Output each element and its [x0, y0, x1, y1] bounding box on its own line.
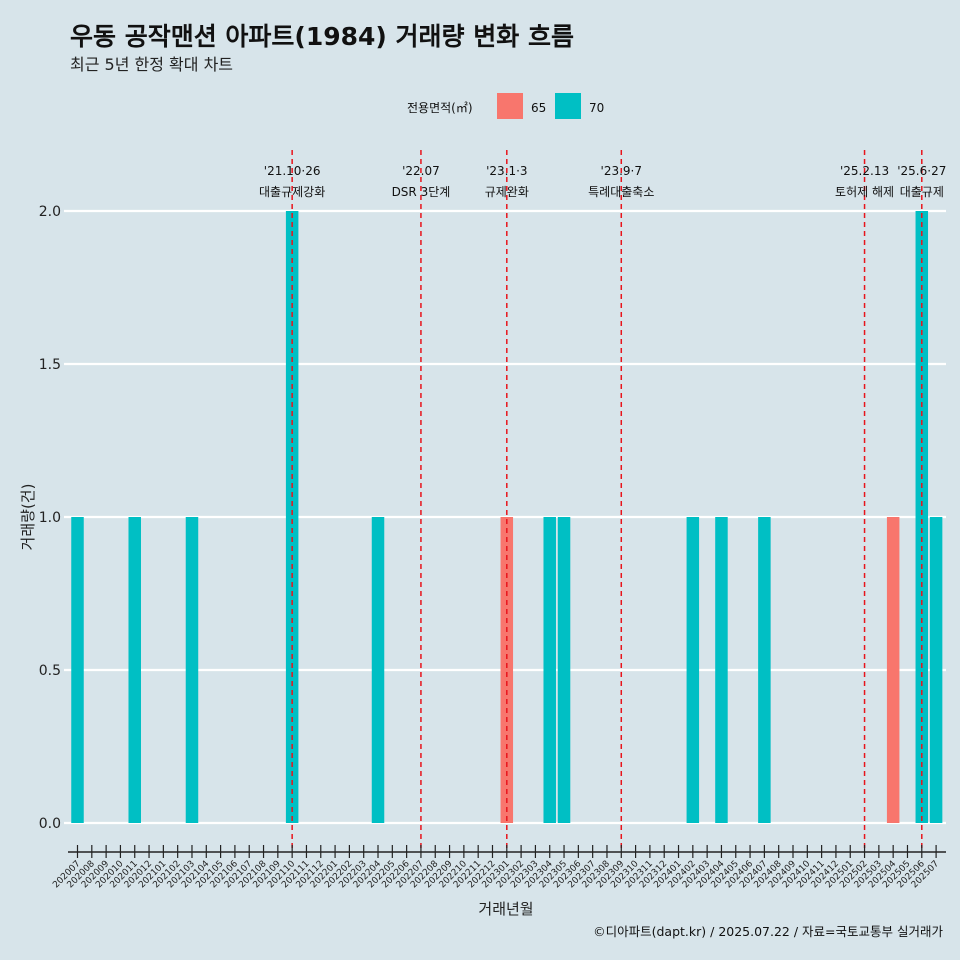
- bar-202103-70: [185, 517, 199, 823]
- y-tick-label: 0.5: [39, 663, 61, 679]
- bar-202011-70: [128, 517, 141, 823]
- x-axis-title: 거래년월: [478, 900, 533, 918]
- chart-title: 우동 공작맨션 아파트(1984) 거래량 변화 흐름: [70, 22, 574, 51]
- annotation-date: '21.10·26: [264, 164, 321, 178]
- legend-swatch-65: [497, 93, 523, 119]
- bar-202506-70: [915, 211, 929, 823]
- chart-subtitle: 최근 5년 한정 확대 차트: [70, 55, 233, 74]
- legend-title: 전용면적(㎡): [407, 101, 473, 115]
- y-tick-label: 1.0: [39, 510, 61, 526]
- bar-202301-65: [500, 517, 514, 823]
- annotation-label: 규제완화: [485, 185, 529, 199]
- bar-202407-70: [758, 517, 771, 823]
- policy-annotations: '21.10·26 대출규제강화 '22.07 DSR 3단계 '23.1·3 규제완화 '…: [259, 164, 946, 199]
- bars: [71, 211, 943, 823]
- annotation-date: '23.9·7: [601, 164, 642, 178]
- legend-label-65: 65: [531, 101, 546, 115]
- annotation-label: 대출규제강화: [259, 185, 325, 199]
- x-axis: 2020072020082020092020102020112020122021…: [51, 845, 946, 890]
- y-tick-label: 2.0: [39, 204, 61, 220]
- bar-202504-65: [886, 517, 900, 823]
- bar-202402-70: [686, 517, 700, 823]
- annotation-date: '23.1·3: [486, 164, 527, 178]
- y-axis-title: 거래량(건): [19, 484, 37, 551]
- annotation-label: 대출규제: [900, 185, 944, 199]
- y-tick-label: 0.0: [39, 816, 61, 832]
- bar-202204-70: [371, 517, 385, 823]
- policy-lines: [291, 150, 923, 852]
- caption: ©디아파트(dapt.kr) / 2025.07.22 / 자료=국토교통부 실…: [593, 924, 943, 939]
- annotation-label: DSR 3단계: [392, 185, 451, 199]
- annotation-label: 토허제 해제: [835, 185, 894, 199]
- legend-label-70: 70: [589, 101, 604, 115]
- legend: 전용면적(㎡) 65 70: [407, 93, 604, 119]
- legend-swatch-70: [555, 93, 581, 119]
- annotation-label: 특례대출축소: [588, 185, 654, 199]
- bar-202304-70: [543, 517, 556, 823]
- annotation-date: '22.07: [402, 164, 440, 178]
- bar-202110-70: [285, 211, 299, 823]
- bar-202404-70: [715, 517, 728, 823]
- y-tick-labels: 0.0 0.5 1.0 1.5 2.0: [39, 204, 61, 832]
- annotation-date: '25.2.13: [840, 164, 889, 178]
- bar-202305-70: [557, 517, 571, 823]
- bar-202507-70: [929, 517, 943, 823]
- y-tick-label: 1.5: [39, 357, 61, 373]
- bar-202007-70: [71, 517, 84, 823]
- annotation-date: '25.6·27: [897, 164, 946, 178]
